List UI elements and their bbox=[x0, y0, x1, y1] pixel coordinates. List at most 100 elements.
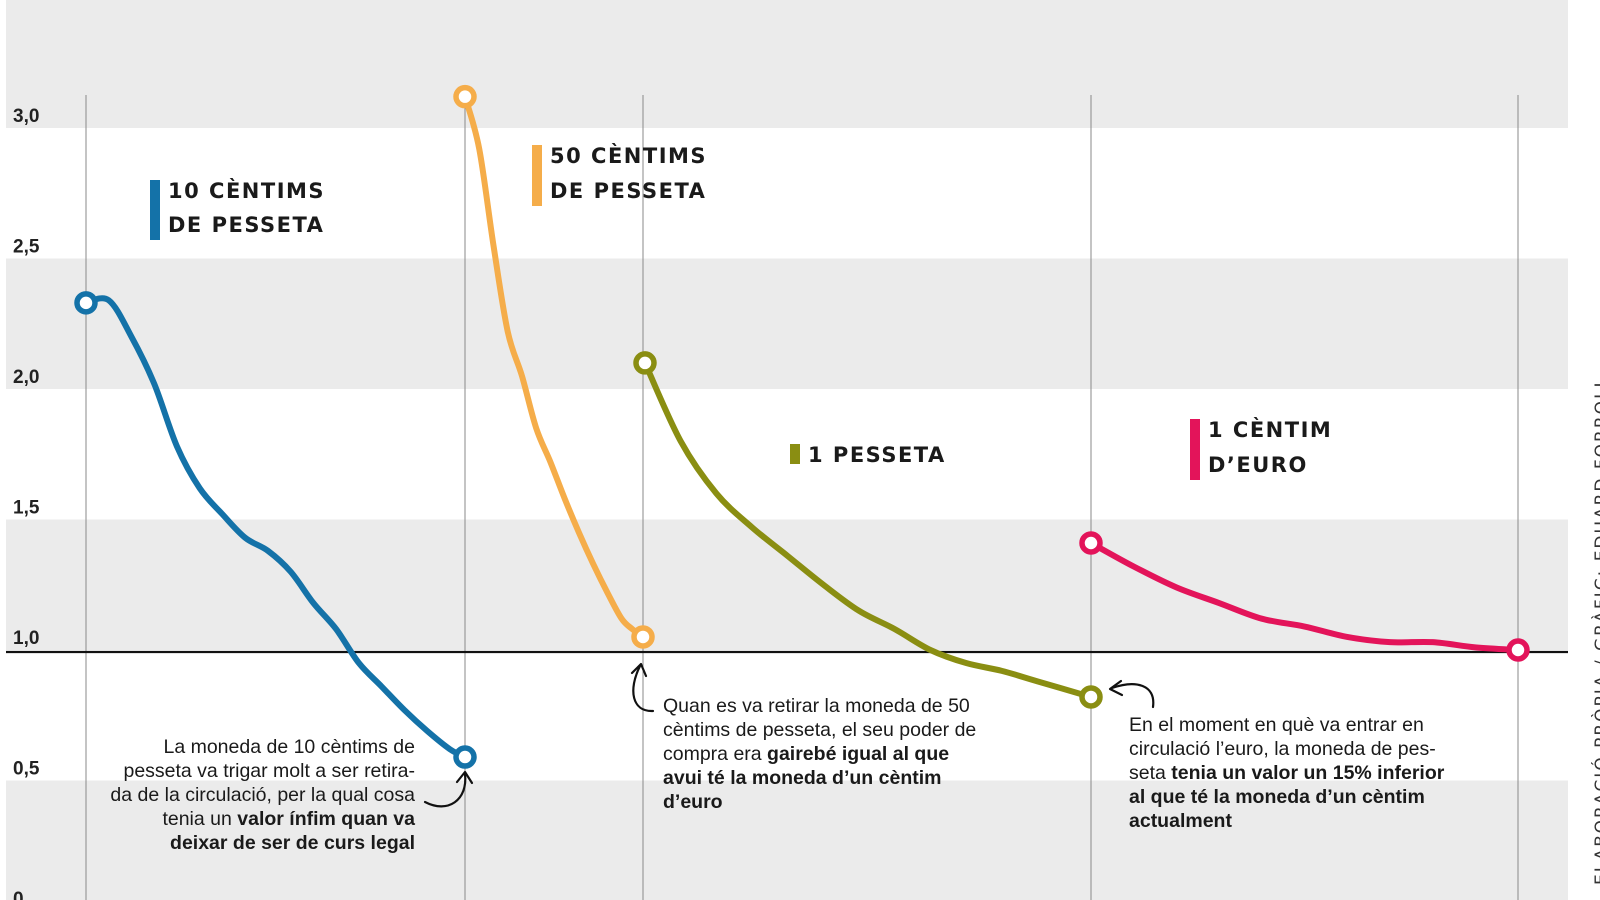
series-1-point-1 bbox=[477, 147, 481, 151]
series-1-point-3 bbox=[506, 330, 510, 334]
series-1-point-6 bbox=[548, 460, 552, 464]
credit-line: ELABORACIÓ PRÒPIA / GRÀFIC: EDUARD FORRO… bbox=[1592, 375, 1600, 885]
series-0-point-9 bbox=[289, 570, 293, 574]
note3-text: En el moment en què va entrar en circula… bbox=[1129, 714, 1436, 784]
series-0-point-8 bbox=[266, 549, 270, 553]
series-lines bbox=[74, 84, 1530, 769]
series-1-point-11 bbox=[620, 617, 624, 621]
series-3-point-7 bbox=[1388, 640, 1392, 644]
series-0-point-7 bbox=[243, 536, 247, 540]
series-3-point-4 bbox=[1260, 617, 1264, 621]
series-3-point-9 bbox=[1473, 645, 1477, 649]
series-2-point-4 bbox=[786, 554, 790, 558]
series-1-end-marker bbox=[631, 625, 655, 649]
series-0-label-bar bbox=[150, 180, 160, 240]
series-0-point-1 bbox=[107, 298, 111, 302]
series-0-point-15 bbox=[425, 729, 429, 733]
series-1-label-line2: DE PESSETA bbox=[550, 179, 706, 203]
y-axis-ticks: 0 0,5 1,0 1,5 2,0 2,5 3,0 bbox=[13, 106, 40, 900]
series-3-label-line2: D’EURO bbox=[1208, 453, 1308, 477]
series-line-0 bbox=[83, 295, 468, 761]
band-3 bbox=[6, 780, 1568, 900]
series-0-label-line1: 10 CÈNTIMS bbox=[168, 178, 325, 203]
note2-bold: gairebé igual al que avui té la moneda d… bbox=[663, 743, 950, 813]
series-2-label-line1: 1 PESSETA bbox=[808, 443, 946, 467]
arrow-note2-shaft bbox=[632, 664, 655, 713]
series-3-point-6 bbox=[1345, 635, 1349, 639]
y-tick-3: 1,5 bbox=[13, 498, 40, 519]
series-0-point-14 bbox=[402, 708, 406, 712]
series-0-point-4 bbox=[175, 444, 179, 448]
series-0-end-marker bbox=[453, 745, 477, 769]
y-tick-6: 3,0 bbox=[13, 106, 39, 127]
series-1-point-8 bbox=[577, 531, 581, 535]
note3-bold: tenia un valor un 15% inferior al que té… bbox=[1129, 762, 1445, 832]
y-tick-4: 2,0 bbox=[13, 367, 39, 388]
series-1-point-12 bbox=[630, 627, 634, 631]
arrow-note3-head bbox=[1108, 679, 1124, 697]
arrow-note1-shaft bbox=[423, 772, 467, 808]
series-3-end-marker bbox=[1506, 638, 1530, 662]
series-2-point-10 bbox=[1000, 669, 1004, 673]
series-0-point-2 bbox=[129, 335, 133, 339]
series-0-label-line2: DE PESSETA bbox=[168, 213, 324, 237]
series-3-point-5 bbox=[1303, 625, 1306, 629]
series-3-point-3 bbox=[1217, 601, 1221, 605]
series-2-label-bar bbox=[790, 444, 800, 464]
note2-text: Quan es va retirar la moneda de 50 cènti… bbox=[663, 695, 977, 765]
series-0-start-marker bbox=[74, 291, 98, 315]
series-2-point-6 bbox=[857, 609, 861, 613]
series-1-point-9 bbox=[591, 562, 595, 566]
band-0 bbox=[6, 0, 1568, 128]
band-1 bbox=[6, 258, 1568, 389]
series-2-point-11 bbox=[1035, 679, 1039, 683]
y-tick-1: 0,5 bbox=[13, 759, 40, 780]
series-0-point-13 bbox=[380, 685, 384, 689]
series-0-point-10 bbox=[311, 601, 315, 605]
series-0-point-3 bbox=[152, 382, 156, 386]
series-3-point-1 bbox=[1132, 564, 1136, 568]
series-2-point-8 bbox=[928, 648, 932, 652]
series-1-point-10 bbox=[605, 591, 609, 595]
note-50-centims: Quan es va retirar la moneda de 50 cènti… bbox=[663, 694, 983, 814]
y-tick-0: 0 bbox=[13, 889, 24, 900]
series-2-point-5 bbox=[821, 583, 825, 587]
series-2-point-3 bbox=[750, 525, 754, 529]
series-0-point-16 bbox=[448, 747, 452, 751]
series-0-point-6 bbox=[220, 512, 224, 516]
series-0-point-12 bbox=[357, 661, 361, 665]
series-3-point-8 bbox=[1431, 640, 1435, 644]
arrow-note3-shaft bbox=[1110, 683, 1155, 709]
arrow-note1-head bbox=[455, 770, 474, 785]
note-10-centims: La moneda de 10 cèntims de pesseta va tr… bbox=[100, 735, 415, 855]
series-2-point-1 bbox=[679, 439, 683, 443]
series-0-point-5 bbox=[198, 486, 202, 490]
series-3-point-2 bbox=[1174, 585, 1178, 589]
note1-text: La moneda de 10 cèntims de pesseta va tr… bbox=[110, 736, 415, 830]
series-1-start-marker bbox=[453, 84, 477, 109]
series-3-start-marker bbox=[1079, 531, 1103, 555]
series-3-label-line1: 1 CÈNTIM bbox=[1208, 417, 1332, 442]
series-1-point-2 bbox=[491, 243, 495, 247]
note1-bold: valor ínfim quan va deixar de ser de cur… bbox=[170, 808, 415, 854]
band-2 bbox=[6, 519, 1568, 650]
series-0-point-11 bbox=[334, 627, 338, 631]
note-euro-cent: En el moment en què va entrar en circula… bbox=[1129, 713, 1454, 833]
series-2-start-marker bbox=[633, 351, 657, 375]
y-tick-5: 2,5 bbox=[13, 237, 40, 258]
annotation-arrows bbox=[423, 662, 1155, 808]
series-2-point-7 bbox=[893, 627, 897, 631]
series-2-point-2 bbox=[714, 491, 718, 495]
series-3-label-bar bbox=[1190, 419, 1200, 480]
series-2-end-marker bbox=[1079, 685, 1103, 709]
series-1-label-line1: 50 CÈNTIMS bbox=[550, 143, 707, 168]
series-1-label-bar bbox=[532, 145, 542, 206]
series-labels: 10 CÈNTIMS DE PESSETA 50 CÈNTIMS DE PESSETA… bbox=[150, 143, 1332, 480]
series-1-point-4 bbox=[520, 374, 524, 378]
series-1-point-7 bbox=[563, 497, 567, 501]
series-1-point-5 bbox=[534, 426, 538, 430]
background-bands bbox=[6, 0, 1568, 900]
series-2-point-9 bbox=[964, 661, 968, 665]
y-tick-2: 1,0 bbox=[13, 628, 39, 649]
